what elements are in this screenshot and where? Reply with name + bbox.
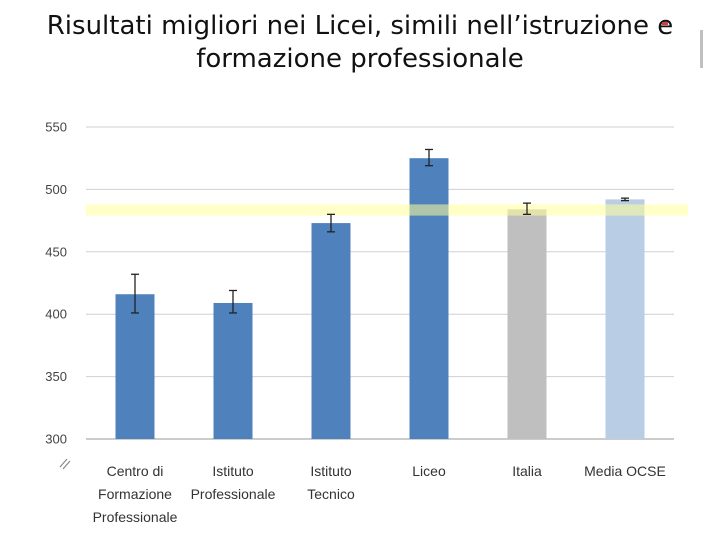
x-category-label: Centro di Formazione Professionale — [93, 463, 178, 525]
y-tick-label: 300 — [45, 432, 67, 447]
bar — [409, 158, 449, 439]
reference-band — [86, 204, 688, 216]
y-tick-label: 450 — [45, 244, 67, 259]
edge-decoration — [700, 30, 703, 68]
bar — [507, 209, 547, 439]
x-category-label: Media OCSE — [584, 463, 666, 479]
bar — [115, 294, 155, 439]
title-line-2: formazione professionale — [196, 44, 524, 74]
x-category-label: Liceo — [412, 463, 446, 479]
bar — [213, 302, 253, 439]
y-tick-label: 400 — [45, 307, 67, 322]
axis-break-mark — [59, 458, 68, 468]
bar — [605, 199, 645, 439]
x-category-label: Istituto Professionale — [191, 463, 276, 502]
y-tick-label: 550 — [45, 120, 67, 135]
corner-decoration — [662, 22, 668, 25]
y-tick-label: 500 — [45, 182, 67, 197]
title-line-1: Risultati migliori nei Licei, simili nel… — [46, 11, 674, 41]
x-category-label: Italia — [512, 463, 542, 479]
axis-break-mark — [62, 460, 71, 470]
bar — [311, 223, 351, 439]
x-category-label: Istituto Tecnico — [307, 463, 355, 502]
y-tick-label: 350 — [45, 369, 67, 384]
slide-title: Risultati migliori nei Licei, simili nel… — [0, 10, 720, 76]
